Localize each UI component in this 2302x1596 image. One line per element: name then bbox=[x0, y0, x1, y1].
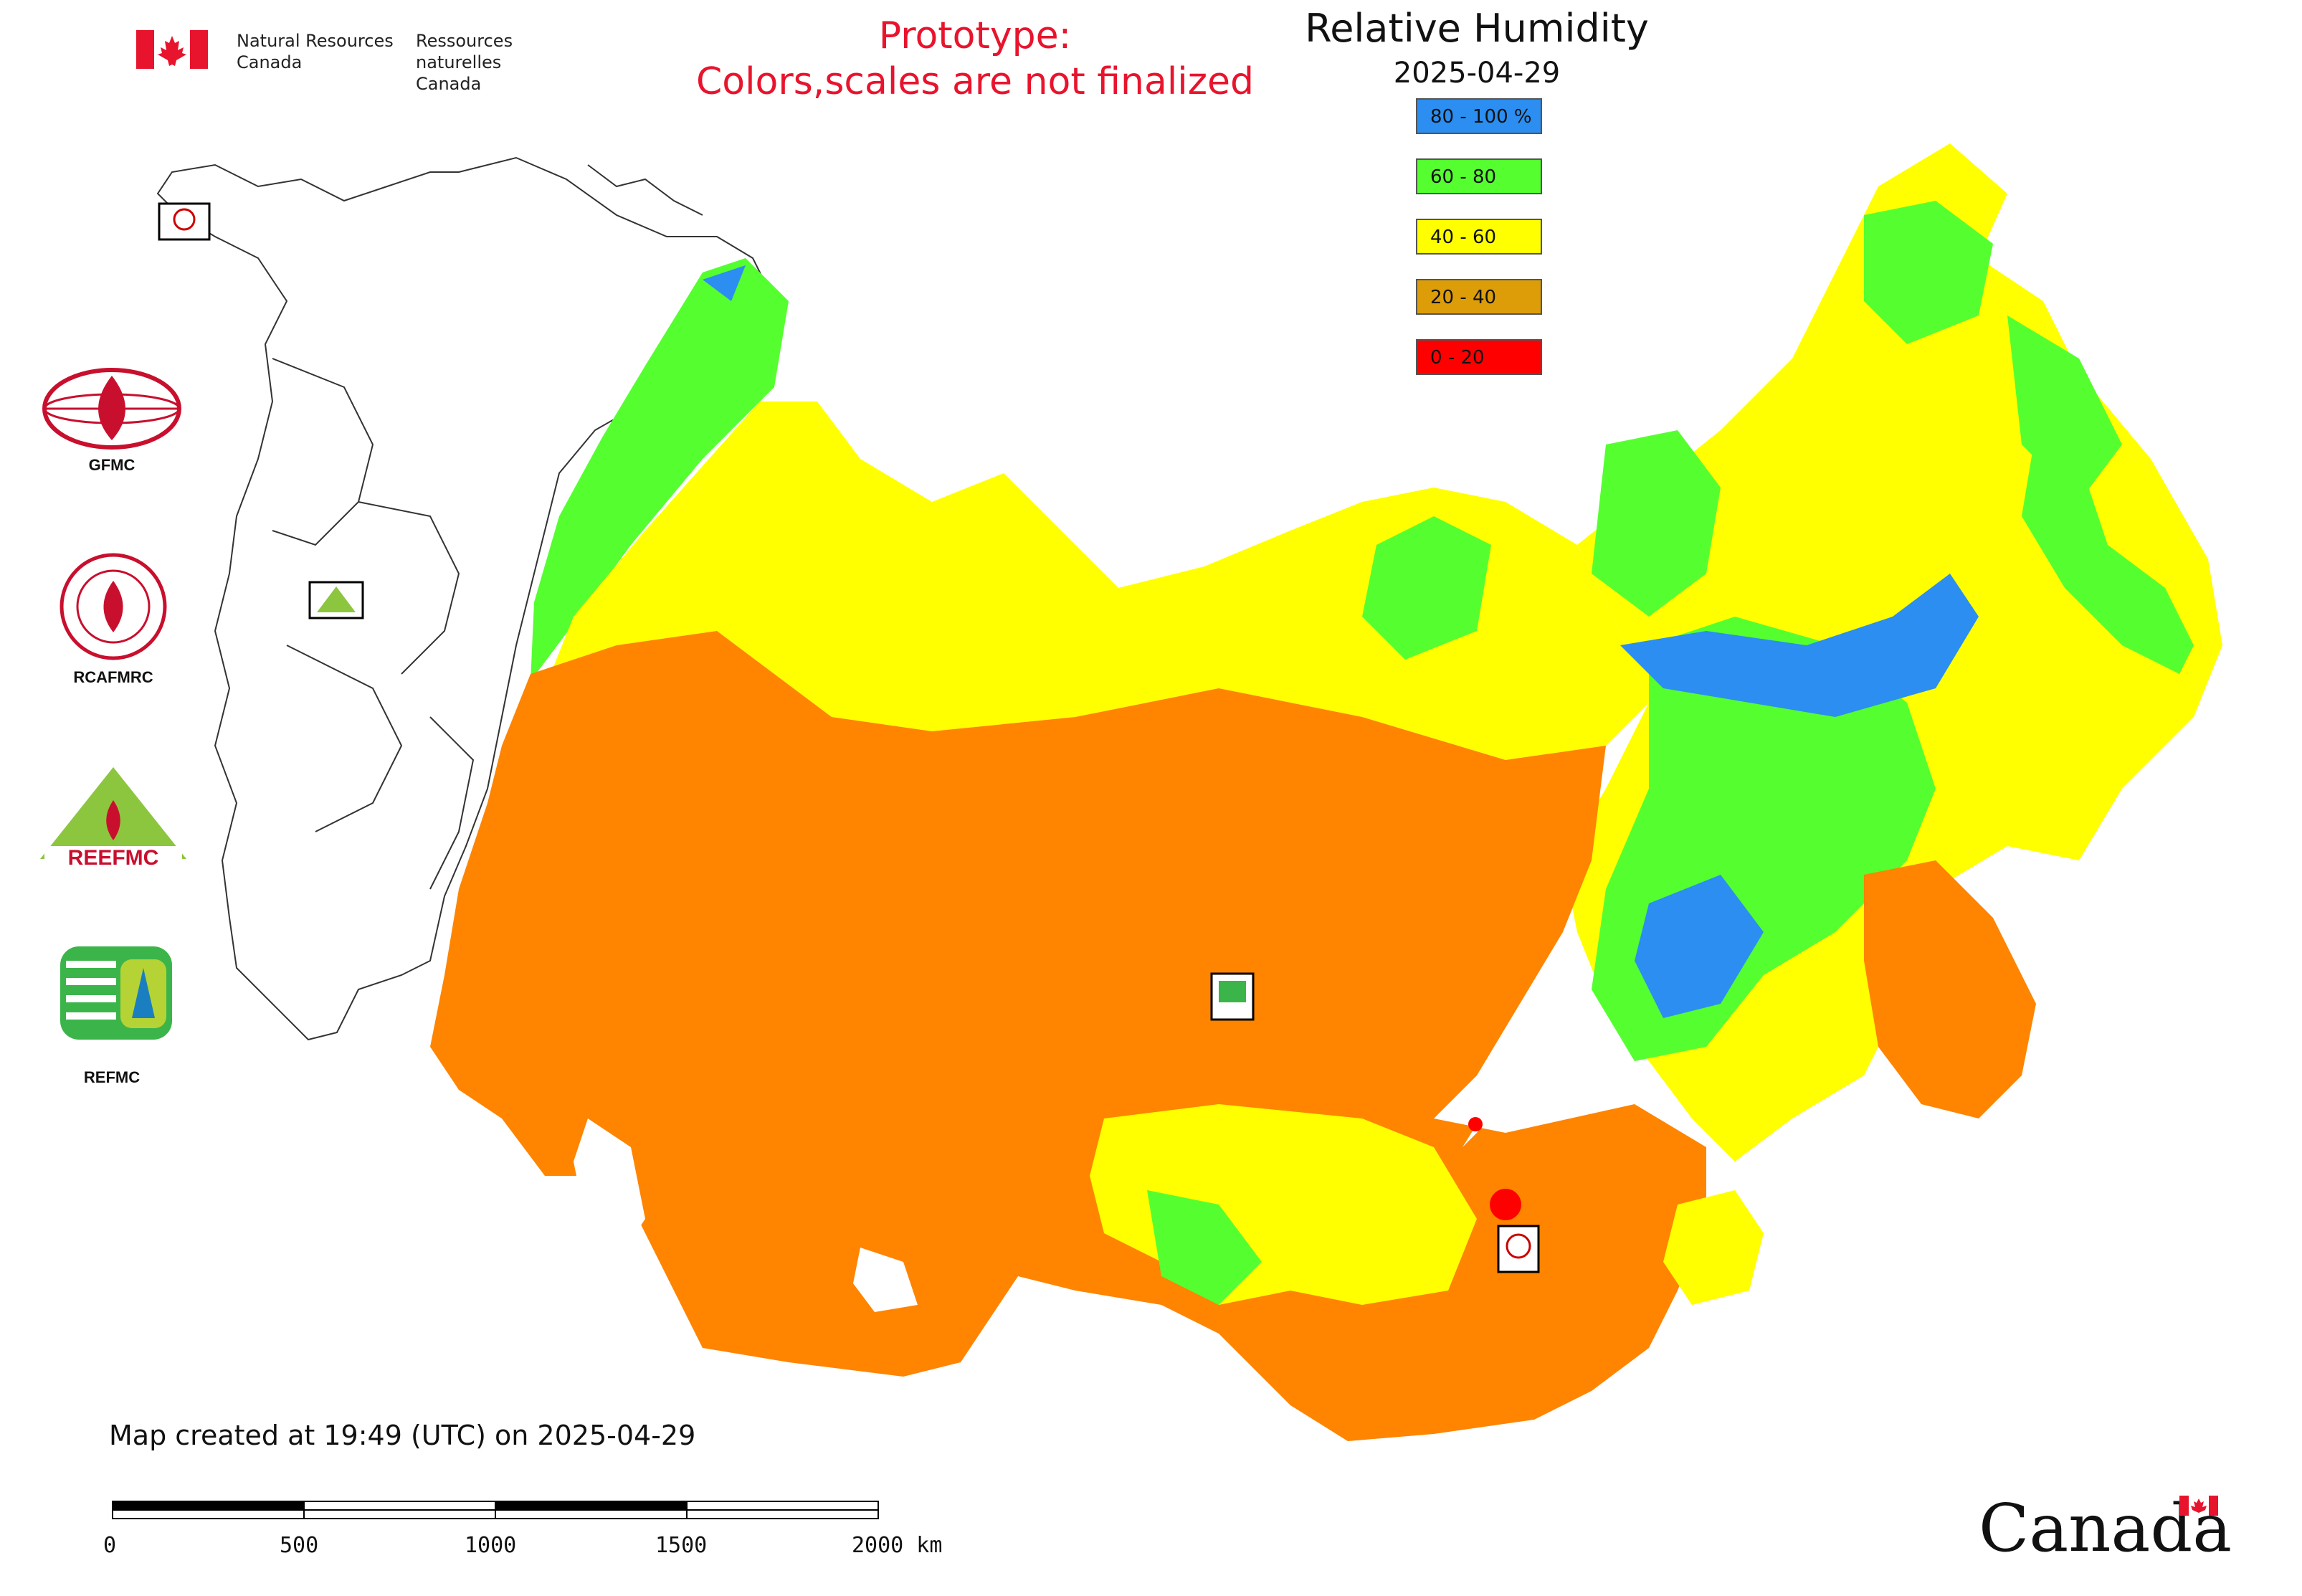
legend-item-0-20: 0 - 20 bbox=[1416, 339, 1542, 375]
nrcan-signature: Natural Resources Canada Ressources natu… bbox=[136, 30, 595, 94]
scale-label-2000: 2000 km bbox=[852, 1533, 943, 1558]
scale-bar bbox=[112, 1501, 879, 1519]
aral-white bbox=[853, 1248, 918, 1312]
legend-label: 40 - 60 bbox=[1430, 227, 1497, 248]
reefmc-logo-icon bbox=[40, 767, 186, 866]
prototype-notice-line1: Prototype: bbox=[878, 14, 1072, 57]
department-name-fr-line2: Canada bbox=[416, 74, 482, 94]
legend-label: 80 - 100 % bbox=[1430, 106, 1532, 128]
gfmc-map-marker bbox=[158, 202, 211, 241]
rh-zone-yellow-north bbox=[545, 402, 1649, 760]
rh-zone-green-northeast-3 bbox=[1864, 201, 1993, 344]
legend-item-20-40: 20 - 40 bbox=[1416, 279, 1542, 315]
legend-label: 60 - 80 bbox=[1430, 166, 1497, 188]
rh-zone-red-2 bbox=[1468, 1117, 1483, 1131]
department-name-fr: Ressources naturelles Canada bbox=[416, 30, 602, 95]
refmc-label: REFMC bbox=[83, 1068, 141, 1086]
rcafmrc-logo-icon bbox=[60, 553, 167, 660]
reefmc-label: REEFMC bbox=[67, 846, 159, 870]
refmc-logo-icon bbox=[60, 946, 172, 1040]
gfmc-logo-icon bbox=[42, 368, 181, 450]
scale-label-0: 0 bbox=[103, 1533, 117, 1558]
department-name-fr-line1: Ressources naturelles bbox=[416, 31, 513, 72]
rcafmrc-label: RCAFMRC bbox=[73, 668, 153, 686]
legend-label: 0 - 20 bbox=[1430, 347, 1485, 369]
rh-zone-blue-east-2 bbox=[1635, 875, 1764, 1018]
map-created-timestamp: Map created at 19:49 (UTC) on 2025-04-29 bbox=[109, 1420, 696, 1451]
prototype-notice: Prototype: Colors,scales are not finaliz… bbox=[617, 13, 1333, 105]
refmc-map-marker bbox=[1210, 972, 1255, 1021]
department-name-en-line1: Natural Resources bbox=[237, 31, 394, 51]
caspian-sea bbox=[574, 1118, 645, 1262]
rh-zone-green-west bbox=[531, 258, 789, 681]
rh-zone-green-northeast-2 bbox=[1362, 516, 1491, 660]
scale-label-500: 500 bbox=[280, 1533, 319, 1558]
rh-zone-yellow-manchuria bbox=[1663, 1190, 1764, 1305]
europe-outline bbox=[156, 156, 776, 1041]
rcafmrc-map-marker bbox=[1497, 1225, 1540, 1273]
legend-item-80-100: 80 - 100 % bbox=[1416, 98, 1542, 134]
rh-zone-green-mongolia bbox=[1147, 1190, 1262, 1305]
rh-zone-red-1 bbox=[1490, 1189, 1521, 1220]
rh-zone-kamchatka bbox=[2022, 430, 2194, 674]
department-name-en-line2: Canada bbox=[237, 52, 303, 72]
rh-zone-green-northeast-1 bbox=[1592, 430, 1721, 617]
lake-baikal bbox=[1462, 1018, 1549, 1147]
legend-item-40-60: 40 - 60 bbox=[1416, 219, 1542, 255]
prototype-notice-line2: Colors,scales are not finalized bbox=[695, 60, 1255, 103]
canada-wordmark: Canada bbox=[1979, 1490, 2232, 1567]
reefmc-map-marker bbox=[308, 581, 364, 619]
rh-zone-orange-east bbox=[1864, 860, 2036, 1118]
canada-wordmark-flag-icon bbox=[2179, 1496, 2218, 1516]
legend-item-60-80: 60 - 80 bbox=[1416, 158, 1542, 194]
rh-zone-blue-nw bbox=[703, 265, 746, 301]
scale-label-1500: 1500 bbox=[655, 1533, 708, 1558]
rh-zone-blue-east-1 bbox=[1620, 574, 1979, 717]
canada-flag-icon bbox=[136, 30, 208, 69]
map-date: 2025-04-29 bbox=[1393, 57, 1561, 90]
scale-label-1000: 1000 bbox=[465, 1533, 517, 1558]
map-title: Relative Humidity bbox=[1305, 6, 1649, 51]
gfmc-label: GFMC bbox=[88, 456, 135, 474]
department-name-en: Natural Resources Canada bbox=[237, 30, 409, 73]
legend-label: 20 - 40 bbox=[1430, 287, 1497, 308]
legend: 80 - 100 % 60 - 80 40 - 60 20 - 40 0 - 2… bbox=[1416, 98, 1545, 399]
